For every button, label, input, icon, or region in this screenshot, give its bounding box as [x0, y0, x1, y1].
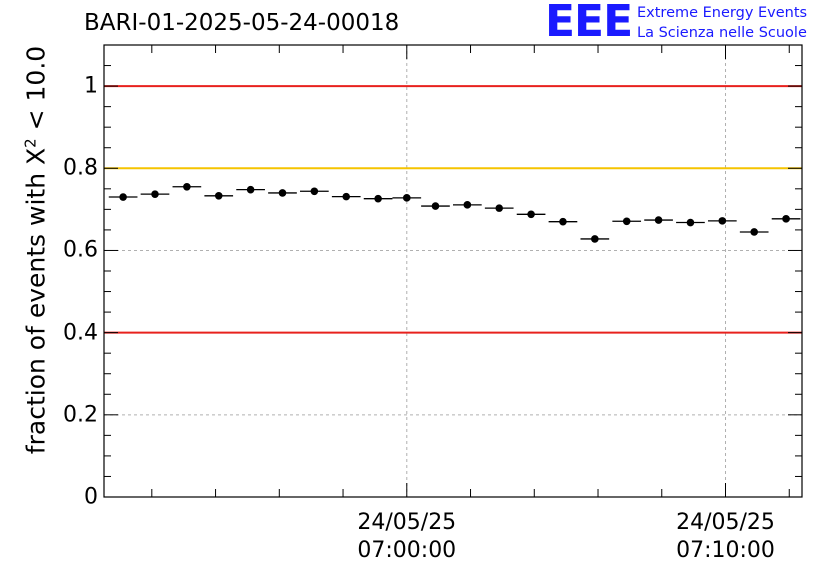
- x-tick-time: 07:00:00: [357, 538, 457, 563]
- plot-frame: [103, 44, 803, 498]
- eee-logo: EEE: [545, 0, 633, 47]
- y-tick-label: 0.4: [63, 320, 98, 346]
- x-tick-date: 24/05/25: [357, 510, 457, 535]
- y-tick-label: 0.6: [63, 237, 98, 263]
- data-point: [718, 217, 727, 225]
- y-tick-label: 1: [84, 73, 98, 99]
- data-point: [463, 201, 472, 209]
- data-point: [119, 193, 127, 201]
- data-point: [527, 210, 535, 219]
- data-point: [559, 217, 567, 226]
- x-tick-label: 24/05/25 07:00:00: [357, 509, 456, 565]
- data-point: [214, 192, 223, 200]
- run-title: BARI-01-2025-05-24-00018: [84, 10, 400, 36]
- y-tick-label: 0.8: [63, 155, 98, 181]
- x-tick-time: 07:10:00: [676, 538, 775, 563]
- data-point: [151, 190, 159, 198]
- data-point: [654, 216, 663, 224]
- data-point: [782, 215, 790, 223]
- data-point: [310, 187, 319, 196]
- logo-line-2: La Scienza nelle Scuole: [637, 25, 807, 41]
- logo-text: Extreme Energy Events La Scienza nelle S…: [637, 3, 807, 43]
- data-point: [402, 194, 411, 202]
- x-tick-date: 24/05/25: [676, 510, 775, 535]
- data-point: [431, 202, 440, 210]
- x-tick-label: 24/05/25 07:10:00: [676, 509, 775, 565]
- y-tick-label: 0.2: [63, 402, 98, 428]
- logo-line-1: Extreme Energy Events: [637, 5, 808, 21]
- y-tick-label: 0: [84, 484, 98, 510]
- data-point: [342, 192, 351, 201]
- data-point: [622, 217, 631, 226]
- data-point: [495, 204, 504, 212]
- data-point: [246, 185, 255, 194]
- data-point: [591, 235, 599, 243]
- data-point: [278, 189, 287, 197]
- data-point: [374, 194, 382, 203]
- data-point: [750, 228, 758, 236]
- data-point: [686, 218, 695, 227]
- data-point: [183, 182, 191, 191]
